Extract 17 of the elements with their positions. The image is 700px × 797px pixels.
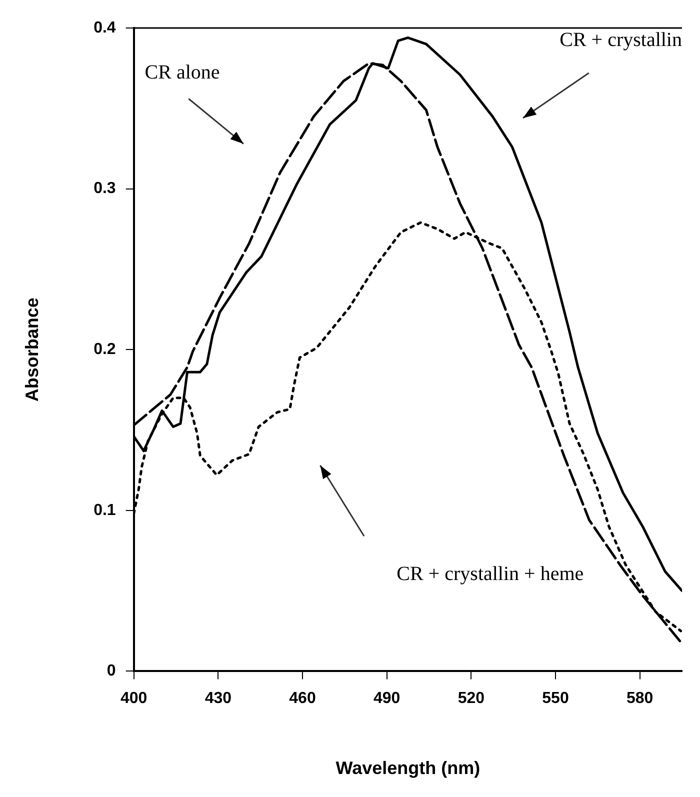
x-axis-title: Wavelength (nm) [336,758,480,778]
annotation: CR + crystallin + heme [396,562,584,585]
x-tick-label: 580 [626,690,654,708]
x-tick-label: 490 [373,690,400,708]
y-axis-title: Absorbance [22,298,42,402]
y-tick-label: 0.4 [94,19,116,36]
x-tick-label: 520 [458,690,485,708]
y-tick-label: 0.3 [94,180,116,198]
y-tick-label: 0 [106,662,116,680]
x-tick-label: 550 [542,690,569,708]
x-tick-label: 430 [204,690,232,708]
x-tick-label: 400 [120,690,148,708]
annotation: CR alone [144,61,220,84]
annotation: CR + crystallin [560,29,682,52]
y-tick-label: 0.1 [94,502,116,519]
y-tick-label: 0.2 [94,341,116,358]
x-tick-label: 460 [289,690,316,708]
